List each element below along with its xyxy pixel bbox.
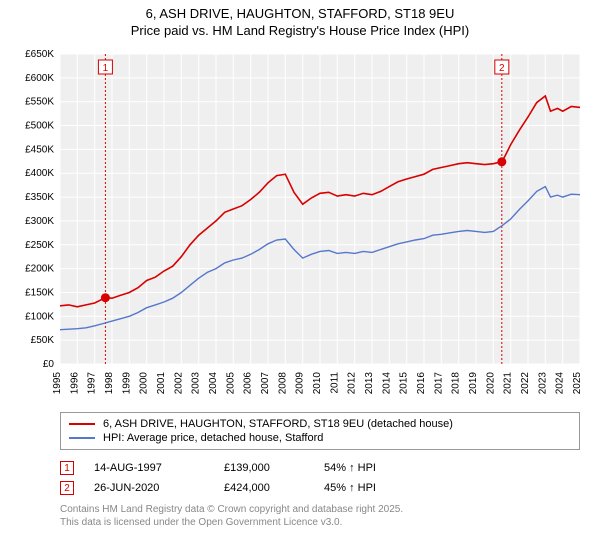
legend-row-1: HPI: Average price, detached house, Staf… bbox=[69, 431, 571, 445]
svg-text:2019: 2019 bbox=[468, 372, 479, 395]
svg-text:2011: 2011 bbox=[329, 372, 340, 394]
svg-text:2024: 2024 bbox=[555, 372, 566, 395]
svg-text:2022: 2022 bbox=[520, 372, 531, 395]
svg-text:£500K: £500K bbox=[25, 121, 54, 132]
svg-text:2020: 2020 bbox=[485, 372, 496, 395]
svg-text:2010: 2010 bbox=[312, 372, 323, 395]
svg-text:2001: 2001 bbox=[156, 372, 167, 395]
svg-text:2: 2 bbox=[499, 63, 505, 74]
svg-text:£300K: £300K bbox=[25, 216, 54, 227]
svg-text:1: 1 bbox=[103, 63, 109, 74]
svg-text:£550K: £550K bbox=[25, 97, 54, 108]
svg-text:£0: £0 bbox=[43, 359, 55, 370]
footer-line2: This data is licensed under the Open Gov… bbox=[60, 517, 580, 530]
svg-text:£200K: £200K bbox=[25, 264, 54, 275]
sale-tag: 1 bbox=[60, 461, 74, 475]
sale-row-2: 2 26-JUN-2020£424,00045% ↑ HPI bbox=[60, 478, 580, 498]
svg-text:2014: 2014 bbox=[381, 372, 392, 395]
svg-text:2017: 2017 bbox=[433, 372, 444, 395]
sale-delta: 45% ↑ HPI bbox=[324, 482, 434, 494]
sale-price: £424,000 bbox=[224, 482, 324, 494]
svg-text:2025: 2025 bbox=[572, 372, 583, 395]
svg-text:2007: 2007 bbox=[260, 372, 271, 395]
svg-text:2021: 2021 bbox=[503, 372, 514, 395]
legend-swatch bbox=[69, 423, 95, 425]
svg-text:1999: 1999 bbox=[121, 372, 132, 395]
svg-text:2003: 2003 bbox=[191, 372, 202, 395]
sale-price: £139,000 bbox=[224, 462, 324, 474]
line-chart: £0 £50K £100K £150K £200K £250K £300K £350K £400… bbox=[10, 44, 590, 404]
svg-text:£150K: £150K bbox=[25, 287, 54, 298]
legend-label: 6, ASH DRIVE, HAUGHTON, STAFFORD, ST18 9… bbox=[103, 418, 453, 430]
svg-text:2013: 2013 bbox=[364, 372, 375, 395]
svg-text:£350K: £350K bbox=[25, 192, 54, 203]
svg-text:2009: 2009 bbox=[295, 372, 306, 395]
svg-text:£250K: £250K bbox=[25, 240, 54, 251]
sale-marker-2 bbox=[497, 157, 506, 166]
legend-row-0: 6, ASH DRIVE, HAUGHTON, STAFFORD, ST18 9… bbox=[69, 417, 571, 431]
svg-text:£450K: £450K bbox=[25, 144, 54, 155]
sale-delta: 54% ↑ HPI bbox=[324, 462, 434, 474]
svg-text:2005: 2005 bbox=[225, 372, 236, 395]
svg-text:£50K: £50K bbox=[31, 335, 55, 346]
svg-text:£650K: £650K bbox=[25, 49, 54, 60]
svg-text:2008: 2008 bbox=[277, 372, 288, 395]
svg-text:£600K: £600K bbox=[25, 73, 54, 84]
sales-table: 1 14-AUG-1997£139,00054% ↑ HPI 2 26-JUN-202… bbox=[60, 458, 580, 498]
sale-date: 26-JUN-2020 bbox=[94, 482, 224, 494]
svg-text:2018: 2018 bbox=[451, 372, 462, 395]
legend-label: HPI: Average price, detached house, Staf… bbox=[103, 432, 323, 444]
sale-row-1: 1 14-AUG-1997£139,00054% ↑ HPI bbox=[60, 458, 580, 478]
sale-tag: 2 bbox=[60, 481, 74, 495]
svg-text:£400K: £400K bbox=[25, 168, 54, 179]
svg-text:2015: 2015 bbox=[399, 372, 410, 395]
legend-box: 6, ASH DRIVE, HAUGHTON, STAFFORD, ST18 9… bbox=[60, 412, 580, 450]
svg-text:2004: 2004 bbox=[208, 372, 219, 395]
svg-text:2002: 2002 bbox=[173, 372, 184, 395]
svg-text:1996: 1996 bbox=[69, 372, 80, 395]
sale-date: 14-AUG-1997 bbox=[94, 462, 224, 474]
svg-text:2012: 2012 bbox=[347, 372, 358, 395]
chart-title-line2: Price paid vs. HM Land Registry's House … bbox=[10, 23, 590, 38]
legend-swatch bbox=[69, 437, 95, 439]
svg-text:2023: 2023 bbox=[537, 372, 548, 395]
svg-text:£100K: £100K bbox=[25, 311, 54, 322]
svg-text:1997: 1997 bbox=[87, 372, 98, 395]
chart-title-line1: 6, ASH DRIVE, HAUGHTON, STAFFORD, ST18 9… bbox=[10, 6, 590, 21]
footer-line1: Contains HM Land Registry data © Crown c… bbox=[60, 504, 580, 517]
svg-text:2016: 2016 bbox=[416, 372, 427, 395]
svg-text:2000: 2000 bbox=[139, 372, 150, 395]
svg-text:1998: 1998 bbox=[104, 372, 115, 395]
svg-text:2006: 2006 bbox=[243, 372, 254, 395]
svg-text:1995: 1995 bbox=[52, 372, 63, 395]
sale-marker-1 bbox=[101, 293, 110, 302]
chart-area: £0 £50K £100K £150K £200K £250K £300K £350K £400… bbox=[10, 44, 590, 404]
